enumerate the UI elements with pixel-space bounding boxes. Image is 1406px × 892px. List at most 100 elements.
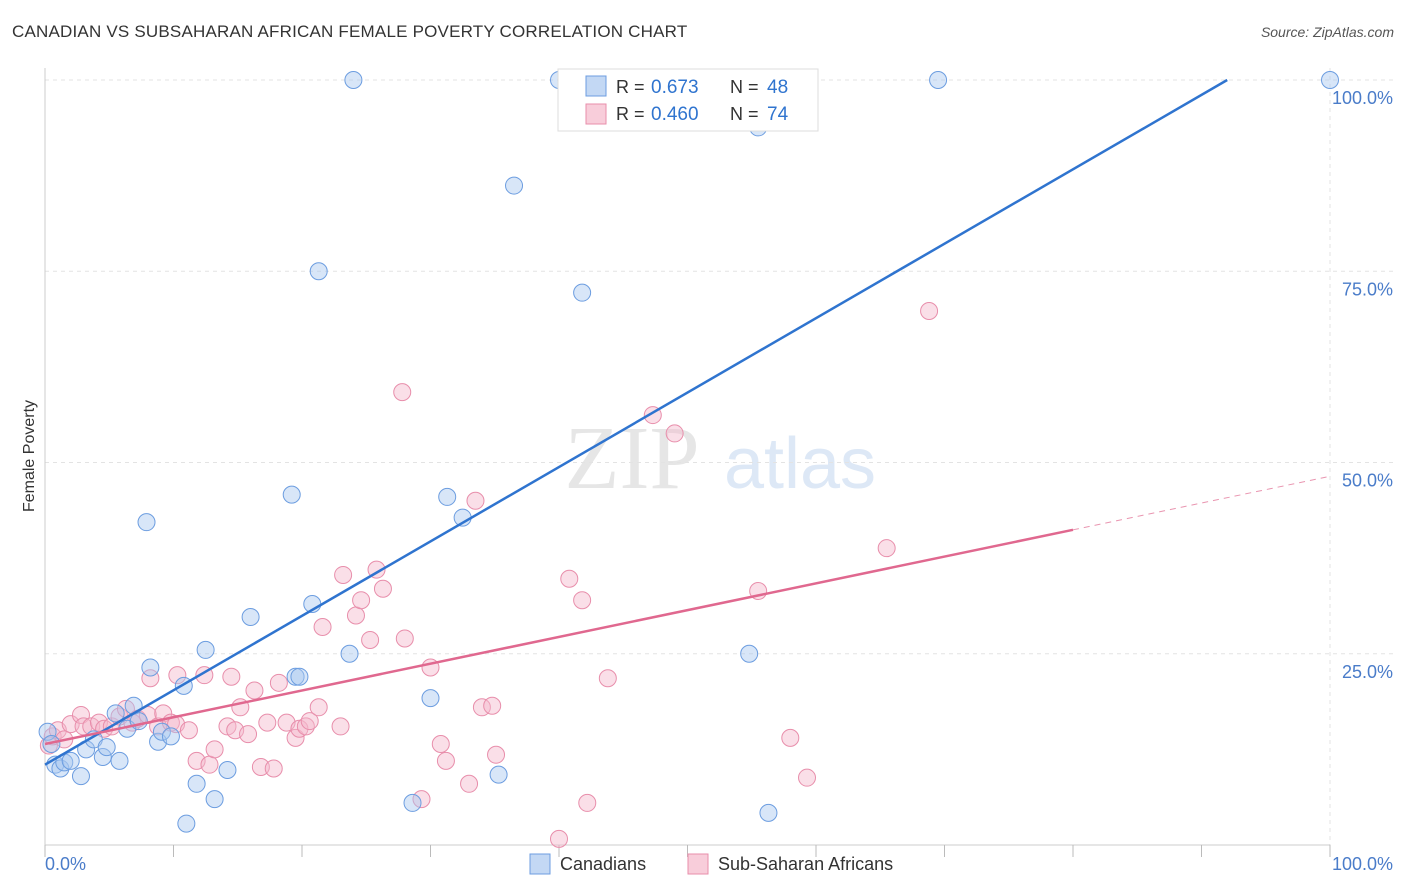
subsaharan-point — [781, 728, 800, 747]
subsaharan-trend-extension — [1072, 475, 1331, 531]
canadian-point — [759, 803, 778, 822]
bottom-legend: Canadians Sub-Saharan Africans — [529, 853, 893, 875]
subsaharan-point — [179, 721, 198, 740]
subsaharan-point — [460, 774, 479, 793]
trend-lines — [44, 78, 1331, 766]
legend: R = 0.673 N = 48 R = 0.460 N = 74 — [557, 68, 819, 132]
canadian-point — [218, 761, 237, 780]
subsaharan-point — [352, 591, 371, 610]
canadian-point — [573, 283, 592, 302]
canadian-trend-line — [44, 78, 1228, 766]
subsaharan-point — [373, 579, 392, 598]
canadian-point — [344, 71, 363, 89]
subsaharan-point — [920, 302, 939, 321]
legend-n-label-1: N = — [730, 77, 759, 97]
y-tick-label: 100.0% — [1332, 88, 1393, 108]
y-tick-label: 50.0% — [1342, 471, 1393, 491]
subsaharan-point — [313, 617, 332, 636]
legend-r-value-1: 0.673 — [651, 77, 699, 98]
bottom-legend-canadians: Canadians — [560, 854, 646, 874]
canadian-point — [929, 71, 948, 89]
subsaharan-point — [466, 491, 485, 510]
bottom-legend-swatch-subsaharan — [687, 853, 709, 875]
y-tick-label: 25.0% — [1342, 662, 1393, 682]
subsaharan-point — [286, 728, 305, 747]
legend-n-value-1: 48 — [767, 77, 788, 98]
subsaharan-point — [487, 745, 506, 764]
canadian-point — [93, 748, 112, 767]
canadian-point — [205, 790, 224, 809]
watermark: ZIP atlas — [565, 409, 877, 508]
canadian-point — [489, 765, 508, 784]
canadian-point — [137, 513, 156, 532]
subsaharan-point — [71, 705, 90, 724]
subsaharan-point — [436, 751, 455, 770]
subsaharan-point — [258, 713, 277, 732]
canadian-point — [1321, 71, 1339, 89]
x-tick-label: 100.0% — [1332, 854, 1393, 874]
chart-title: CANADIAN VS SUBSAHARAN AFRICAN FEMALE PO… — [12, 22, 688, 41]
subsaharan-trend-line — [44, 528, 1074, 746]
subsaharan-point — [573, 591, 592, 610]
canadian-point — [141, 658, 160, 677]
subsaharan-point — [578, 793, 597, 812]
canadian-point — [97, 738, 116, 757]
subsaharan-point — [550, 829, 568, 848]
subsaharan-point — [309, 698, 328, 717]
canadian-point — [38, 722, 57, 741]
canadian-point — [421, 689, 440, 708]
y-tick-label: 75.0% — [1342, 279, 1393, 299]
legend-swatch-canadians — [585, 75, 607, 97]
canadian-point — [196, 640, 215, 659]
subsaharan-point — [877, 539, 896, 558]
canadian-point — [42, 735, 61, 754]
subsaharan-point — [798, 768, 817, 787]
subsaharan-point — [245, 681, 264, 700]
canadian-point — [61, 751, 80, 770]
canadian-point — [286, 667, 305, 686]
canadian-point — [282, 485, 301, 504]
legend-r-label-1: R = — [616, 77, 645, 97]
x-tick-label: 0.0% — [45, 854, 86, 874]
subsaharan-point — [431, 735, 450, 754]
subsaharan-point — [665, 424, 684, 443]
subsaharan-point — [222, 667, 241, 686]
canadian-point — [124, 696, 143, 715]
subsaharan-point — [483, 696, 502, 715]
canadian-point — [340, 644, 359, 663]
watermark-atlas: atlas — [724, 424, 876, 504]
canadian-point — [290, 667, 309, 686]
subsaharan-point — [239, 725, 258, 744]
canadian-point — [110, 751, 129, 770]
bottom-legend-subsaharan: Sub-Saharan Africans — [718, 854, 893, 874]
subsaharan-point — [361, 630, 380, 649]
canadian-point — [241, 608, 260, 627]
subsaharan-point — [200, 755, 219, 774]
subsaharan-point — [168, 666, 187, 685]
subsaharan-point — [300, 712, 319, 731]
canadian-points — [38, 71, 1339, 833]
legend-n-value-2: 74 — [767, 104, 789, 125]
subsaharan-point — [269, 673, 288, 692]
subsaharan-point — [331, 717, 350, 736]
subsaharan-point — [264, 759, 283, 778]
canadian-point — [403, 793, 422, 812]
subsaharan-point — [598, 669, 617, 688]
canadian-point — [187, 774, 206, 793]
subsaharan-point — [251, 757, 270, 776]
legend-swatch-subsaharan — [585, 103, 607, 125]
source-label: Source: ZipAtlas.com — [1260, 24, 1394, 40]
bottom-legend-swatch-canadians — [529, 853, 551, 875]
canadian-point — [309, 262, 328, 281]
subsaharan-points — [39, 302, 939, 848]
y-axis-label: Female Poverty — [21, 400, 38, 512]
subsaharan-point — [334, 565, 353, 584]
canadian-point — [740, 644, 759, 663]
subsaharan-point — [560, 569, 579, 588]
subsaharan-point — [205, 740, 224, 759]
subsaharan-point — [395, 629, 414, 648]
legend-r-label-2: R = — [616, 104, 645, 124]
canadian-point — [177, 814, 196, 833]
legend-r-value-2: 0.460 — [651, 104, 699, 125]
